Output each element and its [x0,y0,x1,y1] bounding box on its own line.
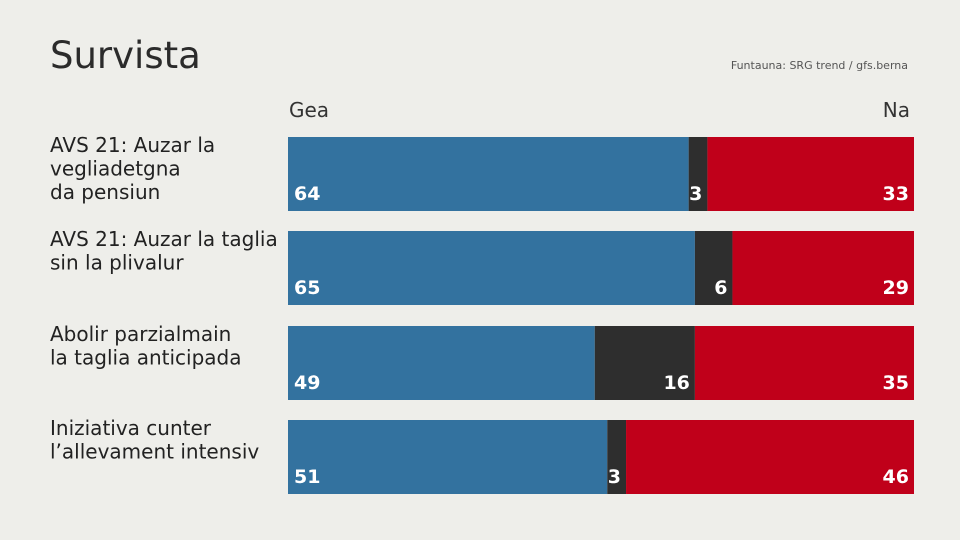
value-label: 3 [608,466,621,488]
bar-segment-yes [288,420,608,494]
bar-segment-neutral [607,420,627,494]
bar-segment-neutral [688,137,708,211]
category-label: Iniziativa cunter l’allevament intensiv [50,416,259,464]
value-label: 35 [883,372,909,394]
bar-segment-no [707,137,914,211]
bar-segment-neutral [694,231,733,305]
value-label: 46 [883,466,909,488]
bar-segment-yes [288,326,595,400]
bar-segment-no [732,231,914,305]
category-label: AVS 21: Auzar la vegliadetgna da pensiun [50,133,215,204]
source-note: Funtauna: SRG trend / gfs.berna [730,59,908,72]
value-label: 6 [714,277,727,299]
value-label: 33 [883,183,909,205]
legend-no-label: Na [883,98,910,122]
bar-segment-yes [288,137,689,211]
value-label: 65 [294,277,320,299]
bar-segment-yes [288,231,695,305]
value-label: 29 [883,277,909,299]
value-label: 64 [294,183,320,205]
value-label: 51 [294,466,320,488]
page-title: Survista [50,34,201,77]
category-label: Abolir parzialmain la taglia anticipada [50,322,241,370]
bar-segment-no [694,326,914,400]
category-label: AVS 21: Auzar la taglia sin la plivalur [50,227,278,275]
value-label: 3 [689,183,702,205]
value-label: 49 [294,372,320,394]
bar-segment-neutral [594,326,695,400]
legend-yes-label: Gea [289,98,329,122]
value-label: 16 [663,372,689,394]
bars-group: AVS 21: Auzar la vegliadetgna da pensiun 64… [50,133,914,494]
bar-segment-no [626,420,914,494]
